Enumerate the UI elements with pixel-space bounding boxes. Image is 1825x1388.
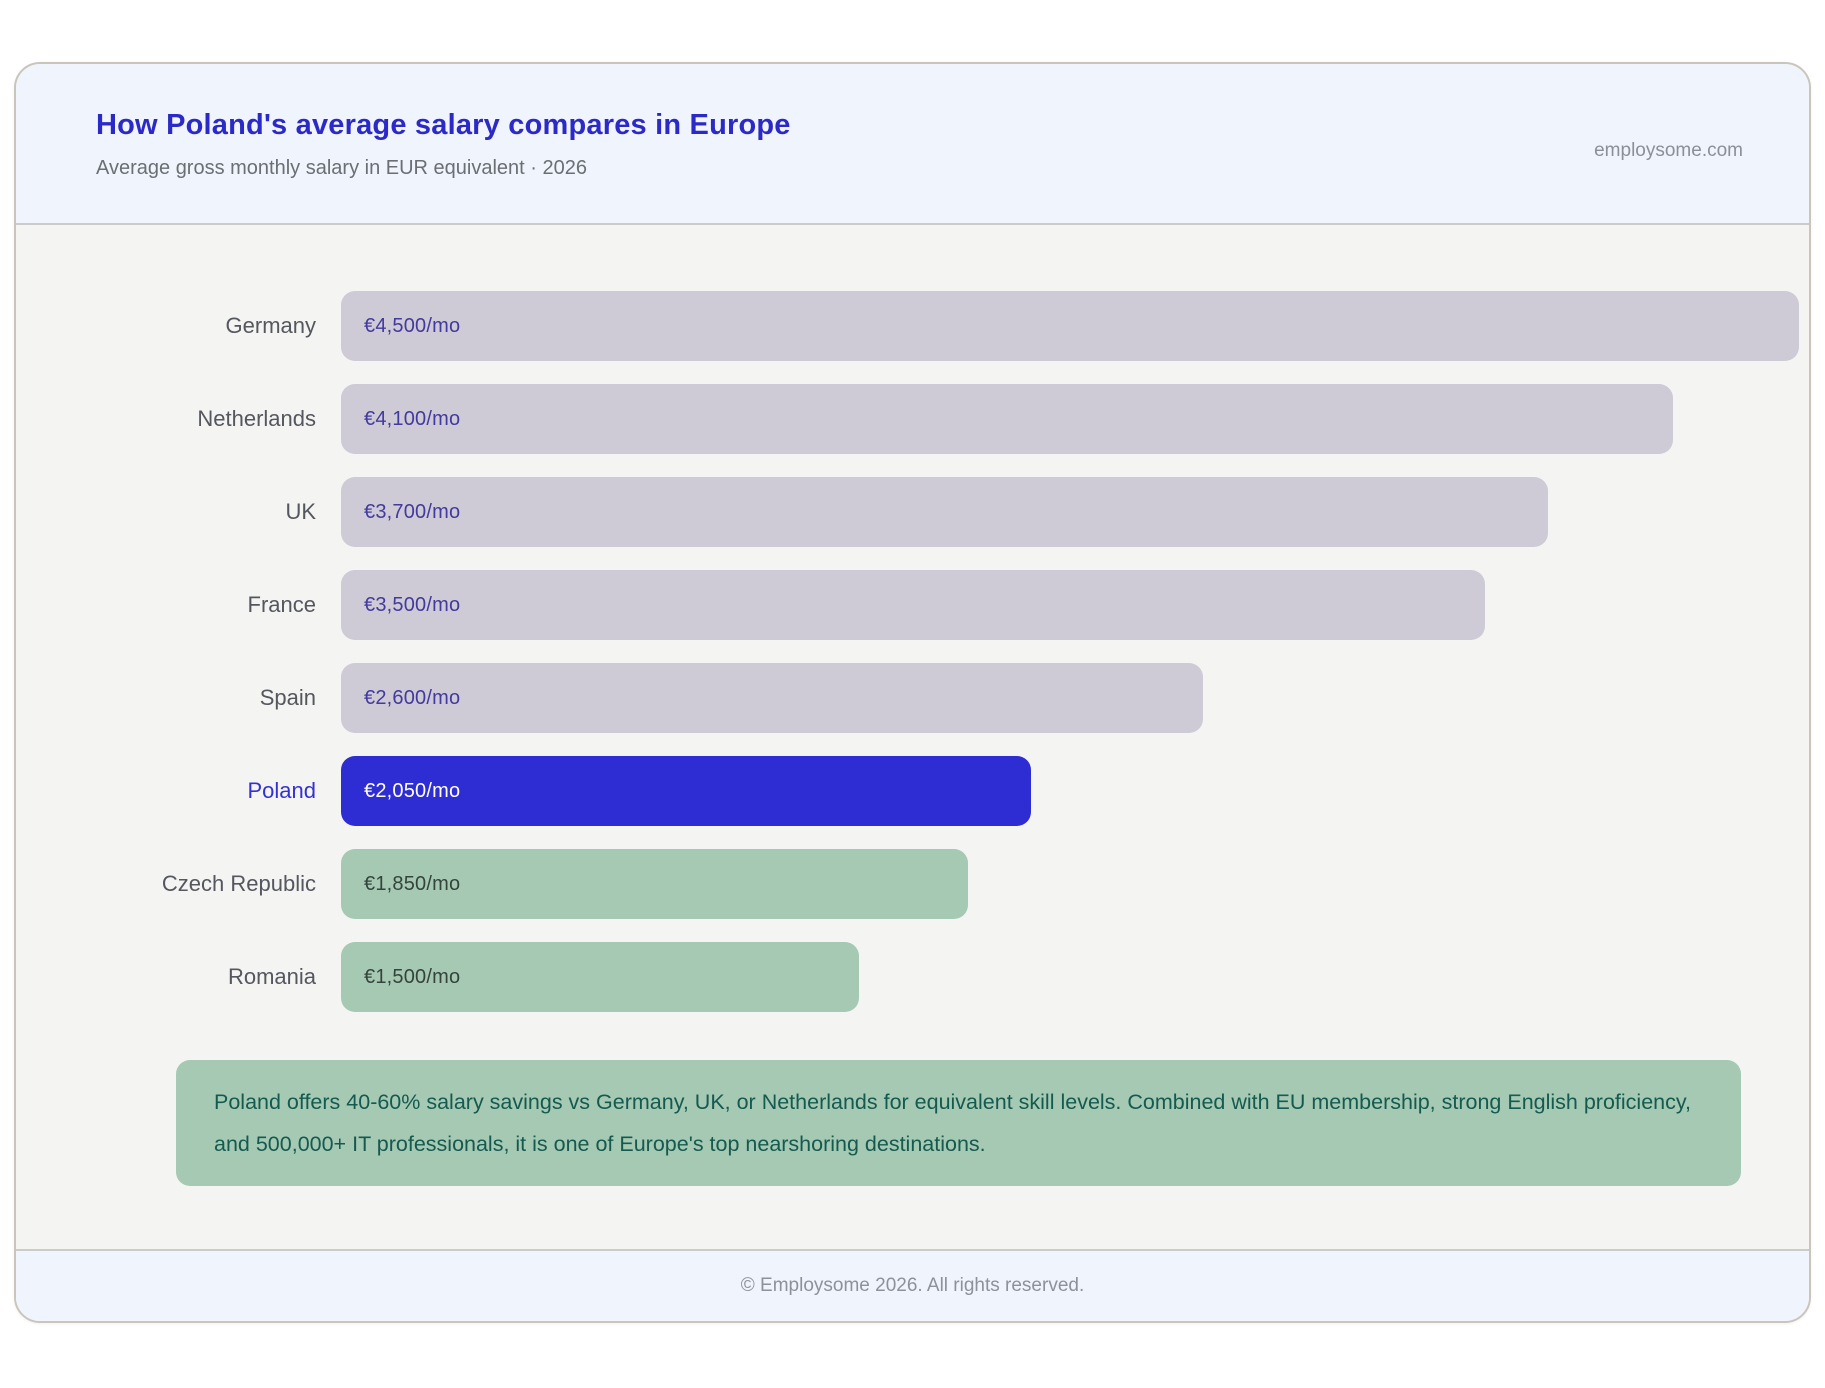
bar-track-uk: €3,700/mo bbox=[341, 477, 1803, 547]
brand-name: employsome.com bbox=[1594, 139, 1743, 161]
bar-label-germany: Germany bbox=[225, 313, 316, 338]
bar-netherlands: €4,100/mo bbox=[341, 384, 1674, 454]
chart-row-netherlands: Netherlands €4,100/mo bbox=[96, 384, 1803, 454]
bar-czech-republic: €1,850/mo bbox=[341, 849, 969, 919]
bar-spain: €2,600/mo bbox=[341, 663, 1204, 733]
bar-track-romania: €1,500/mo bbox=[341, 942, 1803, 1012]
bar-germany: €4,500/mo bbox=[341, 291, 1799, 361]
bar-romania: €1,500/mo bbox=[341, 942, 859, 1012]
header-titles: How Poland's average salary compares in … bbox=[96, 107, 791, 180]
chart-row-uk: UK €3,700/mo bbox=[96, 477, 1803, 547]
bar-label-netherlands: Netherlands bbox=[197, 406, 316, 431]
bar-value-czech-republic: €1,850/mo bbox=[364, 872, 461, 895]
chart-row-germany: Germany €4,500/mo bbox=[96, 291, 1803, 361]
bar-value-spain: €2,600/mo bbox=[364, 686, 461, 709]
bar-france: €3,500/mo bbox=[341, 570, 1486, 640]
chart-area: Germany €4,500/mo Netherlands €4,100/mo UK €3… bbox=[16, 225, 1809, 1186]
bar-value-poland: €2,050/mo bbox=[364, 779, 461, 802]
bar-track-spain: €2,600/mo bbox=[341, 663, 1803, 733]
bar-poland: €2,050/mo bbox=[341, 756, 1031, 826]
page-subtitle: Average gross monthly salary in EUR equi… bbox=[96, 157, 587, 179]
bar-label-czech-republic: Czech Republic bbox=[161, 871, 316, 896]
card-footer: © Employsome 2026. All rights reserved. bbox=[16, 1249, 1809, 1321]
bar-label-spain: Spain bbox=[259, 685, 316, 710]
bar-track-france: €3,500/mo bbox=[341, 570, 1803, 640]
bar-value-uk: €3,700/mo bbox=[364, 500, 461, 523]
bar-value-romania: €1,500/mo bbox=[364, 965, 461, 988]
chart-row-poland: Poland €2,050/mo bbox=[96, 756, 1803, 826]
bar-value-germany: €4,500/mo bbox=[364, 314, 461, 337]
chart-row-czech-republic: Czech Republic €1,850/mo bbox=[96, 849, 1803, 919]
bar-track-netherlands: €4,100/mo bbox=[341, 384, 1803, 454]
bar-uk: €3,700/mo bbox=[341, 477, 1548, 547]
bar-track-poland: €2,050/mo bbox=[341, 756, 1803, 826]
chart-row-romania: Romania €1,500/mo bbox=[96, 942, 1803, 1012]
chart-row-spain: Spain €2,600/mo bbox=[96, 663, 1803, 733]
bar-label-france: France bbox=[247, 592, 316, 617]
bar-label-poland: Poland bbox=[247, 778, 316, 803]
bar-label-romania: Romania bbox=[227, 964, 316, 989]
bar-value-netherlands: €4,100/mo bbox=[364, 407, 461, 430]
bar-label-uk: UK bbox=[285, 499, 316, 524]
chart-rows: Germany €4,500/mo Netherlands €4,100/mo UK €3… bbox=[96, 291, 1803, 1012]
bar-value-france: €3,500/mo bbox=[364, 593, 461, 616]
card-header: How Poland's average salary compares in … bbox=[16, 64, 1809, 225]
chart-row-france: France €3,500/mo bbox=[96, 570, 1803, 640]
copyright-text: © Employsome 2026. All rights reserved. bbox=[740, 1275, 1085, 1296]
insight-note: Poland offers 40-60% salary savings vs G… bbox=[176, 1060, 1741, 1186]
page-title: How Poland's average salary compares in … bbox=[96, 109, 791, 141]
bar-track-czech-republic: €1,850/mo bbox=[341, 849, 1803, 919]
infographic-card: How Poland's average salary compares in … bbox=[14, 62, 1811, 1323]
bar-track-germany: €4,500/mo bbox=[341, 291, 1803, 361]
